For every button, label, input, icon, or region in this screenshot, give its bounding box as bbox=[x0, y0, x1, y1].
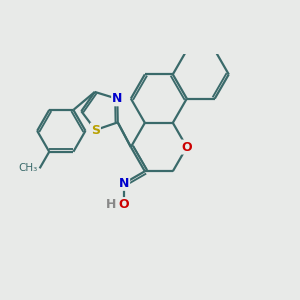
Text: N: N bbox=[119, 177, 129, 190]
Text: N: N bbox=[112, 92, 122, 105]
Text: S: S bbox=[91, 124, 100, 136]
Text: CH₃: CH₃ bbox=[18, 163, 37, 173]
Text: O: O bbox=[182, 141, 192, 154]
Text: H: H bbox=[106, 198, 117, 211]
Text: O: O bbox=[118, 198, 129, 211]
